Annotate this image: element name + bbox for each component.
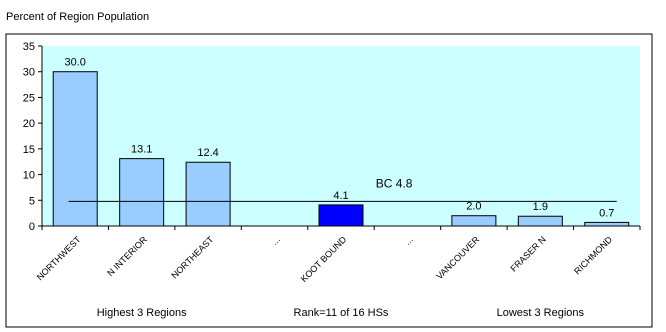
bar — [517, 215, 563, 227]
reference-line-label: BC 4.8 — [376, 176, 413, 190]
data-label: 13.1 — [131, 144, 152, 156]
y-tick-label: 0 — [29, 221, 35, 233]
group-labels: Highest 3 Regions Rank=11 of 16 HSs Lowest… — [97, 307, 585, 319]
y-tick-label: 35 — [23, 41, 35, 53]
bar — [185, 161, 231, 227]
data-label: 30.0 — [65, 57, 86, 69]
group-label: Lowest 3 Regions — [497, 307, 585, 319]
y-tick-label: 15 — [23, 144, 35, 156]
data-label: 4.1 — [333, 190, 348, 202]
chart-title: Percent of Region Population — [6, 11, 149, 23]
y-tick-label: 25 — [23, 92, 35, 104]
bar — [52, 71, 98, 227]
data-label: 2.0 — [466, 201, 481, 213]
y-tick-label: 10 — [23, 170, 35, 182]
data-label: 1.9 — [533, 201, 548, 213]
bar — [119, 158, 165, 227]
bar — [584, 221, 630, 227]
data-label: 12.4 — [197, 147, 218, 159]
reference-line: BC 4.8 — [68, 176, 617, 202]
y-tick-label: 5 — [29, 195, 35, 207]
bar — [451, 215, 497, 227]
data-label: 0.7 — [599, 207, 614, 219]
bars: 30.0 13.1 12.4 4.1 2.0 1.9 0.7 — [52, 57, 630, 227]
bar — [318, 204, 364, 227]
y-tick-label: 30 — [23, 67, 35, 79]
group-label: Rank=11 of 16 HSs — [294, 307, 389, 319]
y-tick-label: 20 — [23, 118, 35, 130]
group-label: Highest 3 Regions — [97, 307, 187, 319]
